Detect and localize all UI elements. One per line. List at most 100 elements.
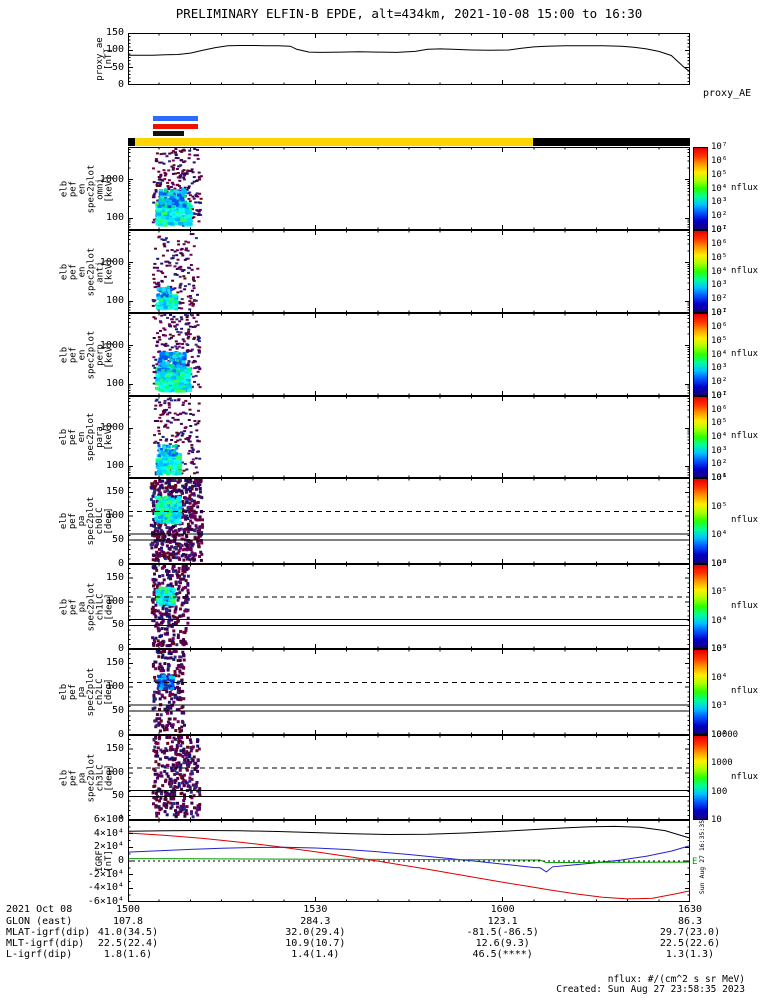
colorbar-tick-label: 10² <box>711 459 728 470</box>
xtick-label: 1500 <box>115 904 141 915</box>
ytick-label: 100 <box>105 460 124 472</box>
science-zone-bar-segment <box>532 138 690 146</box>
colorbar-tick-label: 10⁴ <box>711 672 728 683</box>
panel-ylabel-en_anti: elb pef en spec2plot anti [keV] <box>59 247 114 296</box>
xtick-label: 1630 <box>677 904 703 915</box>
ytick-label: 100 <box>105 595 124 607</box>
epd-status-red <box>153 124 199 129</box>
panel-proxy_AE <box>128 33 691 85</box>
ytick-label: 0 <box>117 729 124 740</box>
ytick-label: 100 <box>105 378 124 390</box>
panel-ylabel-pa_ch3: elb pef pa spec2plot ch3LC [deg] <box>59 753 114 802</box>
ytick-label: 2×10⁴ <box>93 841 124 853</box>
ytick-label: 0 <box>117 558 124 569</box>
footer-units: nflux: #/(cm^2 s sr MeV) <box>607 974 745 985</box>
colorbar-tick-label: 10⁴ <box>711 349 728 360</box>
panel-pa_ch0 <box>128 477 690 564</box>
ytick-label: 100 <box>105 766 124 778</box>
colorbar-tick-label: 10⁴ <box>711 183 728 194</box>
ytick-label: -6×10⁴ <box>87 896 124 907</box>
panel-ylabel-proxy_AE: proxy_ae [nT] <box>95 37 114 81</box>
panel-ylabel-en_para: elb pef en spec2plot para [keV] <box>59 412 114 462</box>
colorbar-tick-label: 10³ <box>711 280 728 291</box>
nflux-label: nflux <box>731 515 759 525</box>
nflux-label: nflux <box>731 600 759 611</box>
bottom-row-label: MLT-igrf(dip) <box>6 938 85 949</box>
colorbar-tick-label: 10000 <box>711 730 739 740</box>
ytick-label: 150 <box>105 572 124 584</box>
colorbar-tick-label: 10⁵ <box>711 644 728 654</box>
bottom-row-value: 284.3 <box>300 916 331 927</box>
colorbar-tick-label: 10⁶ <box>711 238 728 249</box>
colorbar-en_anti <box>693 230 708 313</box>
colorbar-pa_ch3 <box>693 735 708 820</box>
panel-en_omni <box>128 147 690 230</box>
colorbar-tick-label: 10⁶ <box>711 404 728 415</box>
colorbar-pa_ch0 <box>693 478 708 564</box>
colorbar-tick-label: 10 <box>711 815 722 825</box>
colorbar-tick-label: 10⁵ <box>711 501 728 512</box>
colorbar-tick-label: 10⁴ <box>711 266 728 277</box>
panel-ylabel-en_omni: elb pef en spec2plot omni [keV] <box>59 164 114 213</box>
ytick-label: 1000 <box>99 256 124 268</box>
ytick-label: 150 <box>105 743 124 755</box>
nflux-label: nflux <box>731 182 759 193</box>
panel-ylabel-pa_ch1: elb pef pa spec2plot ch1LC [deg] <box>59 582 114 631</box>
bottom-row-value: 41.0(34.5) <box>97 927 159 938</box>
panel-ylabel-en_perp: elb pef en spec2plot perp [keV] <box>59 330 114 379</box>
ytick-label: 0 <box>117 814 124 825</box>
colorbar-tick-label: 10³ <box>711 559 728 569</box>
ytick-label: 0 <box>117 643 124 654</box>
series-igrf-black <box>127 825 691 839</box>
ytick-label: 100 <box>105 681 124 693</box>
nflux-label: nflux <box>731 771 759 782</box>
colorbar-en_perp <box>693 313 708 396</box>
colorbar-tick-label: 1000 <box>711 758 733 769</box>
colorbar-tick-label: 10⁷ <box>711 308 728 318</box>
nflux-label: nflux <box>731 265 759 276</box>
science-zone-bar-segment <box>128 138 135 146</box>
panel-ylabel-igrf: IGRF [nT] <box>95 850 114 872</box>
ytick-label: 100 <box>105 295 124 307</box>
bottom-row-label: L-igrf(dip) <box>6 949 73 960</box>
ytick-label: 1000 <box>99 173 124 185</box>
panel-en_para <box>128 396 690 478</box>
bottom-row-value: 46.5(****) <box>472 949 533 960</box>
ytick-label: 1000 <box>99 422 124 434</box>
ytick-label: 150 <box>105 27 124 38</box>
colorbar-pa_ch2 <box>693 649 708 735</box>
science-zone-bar-segment <box>134 138 533 146</box>
panel-pa_ch1 <box>128 563 690 649</box>
colorbar-tick-label: 10³ <box>711 197 728 208</box>
colorbar-tick-label: 10⁷ <box>711 391 728 401</box>
colorbar-tick-label: 10⁴ <box>711 615 728 626</box>
ytick-label: 150 <box>105 486 124 498</box>
ytick-label: 100 <box>105 44 124 56</box>
colorbar-tick-label: 10² <box>711 730 728 740</box>
panel-ylabel-pa_ch2: elb pef pa spec2plot ch2LC [deg] <box>59 667 114 717</box>
ytick-label: 0 <box>117 855 124 866</box>
colorbar-en_omni <box>693 147 708 230</box>
ytick-label: 50 <box>111 534 124 546</box>
ytick-label: 50 <box>111 61 124 73</box>
nflux-label: nflux <box>731 686 759 696</box>
colorbar-tick-label: 10⁷ <box>711 225 728 235</box>
panel-pa_ch3 <box>128 734 690 820</box>
ytick-label: 0 <box>117 79 124 90</box>
colorbar-tick-label: 10⁶ <box>711 321 728 332</box>
colorbar-en_para <box>693 396 708 478</box>
ytick-label: 50 <box>111 619 124 631</box>
colorbar-tick-label: 10¹ <box>711 473 728 483</box>
bottom-row-value: 86.3 <box>677 916 703 927</box>
bottom-row-value: 29.7(23.0) <box>659 927 721 938</box>
colorbar-tick-label: 10⁴ <box>711 530 728 541</box>
colorbar-pa_ch1 <box>693 564 708 649</box>
colorbar-tick-label: 10² <box>711 377 728 388</box>
bottom-row-label: GLON (east) <box>6 916 73 927</box>
bottom-row-value: 1.3(1.3) <box>665 949 715 960</box>
bottom-row-value: 123.1 <box>487 916 518 927</box>
bottom-row-value: 1.4(1.4) <box>291 949 340 960</box>
ytick-label: 100 <box>105 510 124 522</box>
epd-status-blue <box>153 116 199 121</box>
